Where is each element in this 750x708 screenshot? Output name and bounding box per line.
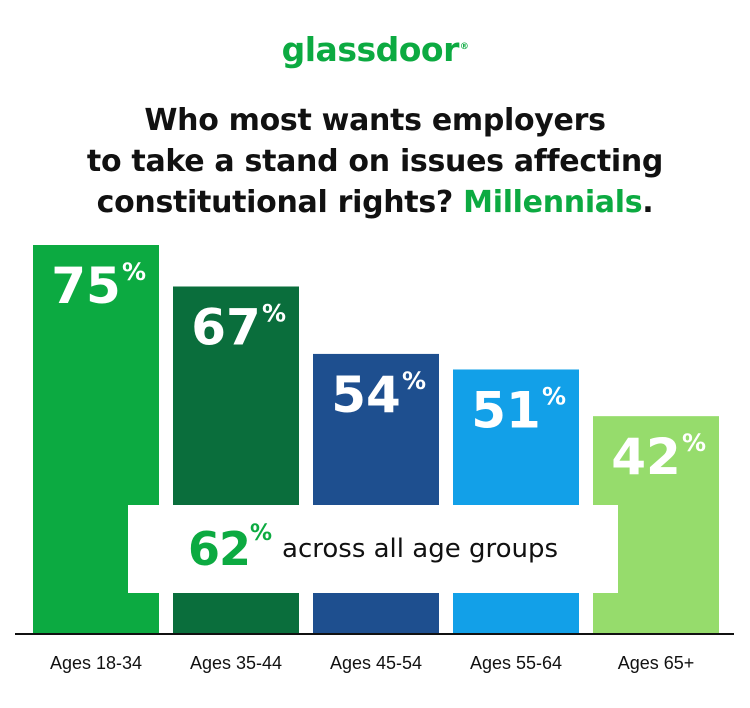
logo-text: glassdoor (281, 30, 460, 69)
bar-value-label-1: 75 (51, 257, 121, 315)
title-line-3-prefix: constitutional rights? (96, 185, 464, 220)
title-line-1: Who most wants employers (144, 103, 606, 138)
bar-value-label-3: 54 (331, 366, 401, 424)
overall-value: 62 (187, 522, 251, 576)
x-tick-label-4: Ages 55-64 (470, 653, 562, 673)
bar-value-label-5: 42 (611, 428, 681, 486)
title-highlight: Millennials (463, 185, 643, 220)
bar-value-label-2: 67 (191, 298, 261, 356)
x-tick-label-2: Ages 35-44 (190, 653, 282, 673)
bar-percent-sign-5: % (682, 429, 706, 457)
x-tick-label-5: Ages 65+ (618, 653, 695, 673)
x-tick-label-3: Ages 45-54 (330, 653, 422, 673)
bar-value-label-4: 51 (471, 381, 541, 439)
chart-title: Who most wants employers to take a stand… (0, 100, 750, 223)
bar-percent-sign-4: % (542, 382, 566, 410)
glassdoor-logo: glassdoor® (0, 30, 750, 69)
title-line-2: to take a stand on issues affecting (86, 144, 664, 179)
bar-percent-sign-1: % (122, 258, 146, 286)
registered-mark: ® (459, 42, 469, 52)
bar-percent-sign-2: % (262, 299, 286, 327)
overall-text: across all age groups (282, 534, 559, 564)
bar-percent-sign-3: % (402, 367, 426, 395)
overall-percent-sign: % (249, 520, 273, 546)
title-line-3-suffix: . (642, 185, 654, 220)
title-line-3: constitutional rights? Millennials. (0, 182, 750, 223)
x-tick-label-1: Ages 18-34 (50, 653, 142, 673)
overall-callout: 62 % across all age groups (128, 505, 618, 593)
x-tick-labels: Ages 18-34 Ages 35-44 Ages 45-54 Ages 55-64… (50, 653, 694, 673)
